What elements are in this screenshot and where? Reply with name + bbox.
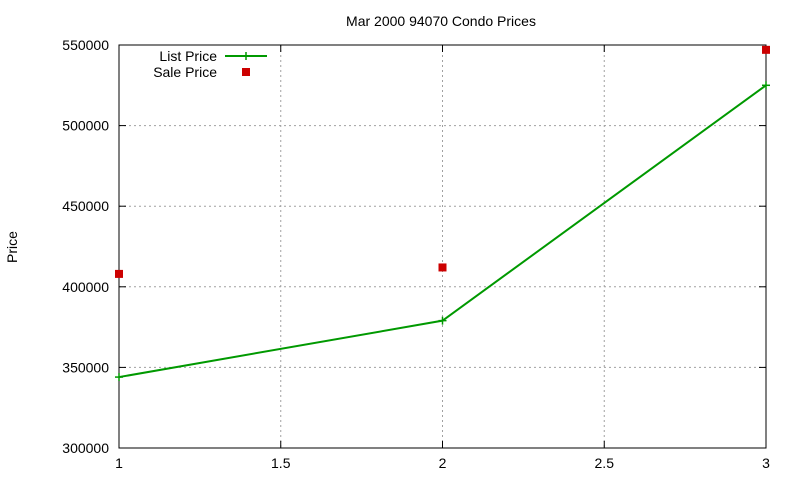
- y-tick-labels: 300000 350000 400000 450000 500000 550000: [62, 37, 109, 456]
- legend-label-list-price: List Price: [159, 48, 217, 64]
- list-price-point: [762, 81, 770, 90]
- y-tick-label: 500000: [62, 118, 109, 134]
- sale-price-point: [438, 263, 447, 272]
- x-tick-labels: 1 1.5 2 2.5 3: [115, 455, 770, 471]
- grid-lines: [119, 45, 766, 448]
- y-tick-label: 300000: [62, 440, 109, 456]
- y-tick-label: 350000: [62, 359, 109, 375]
- y-tick-label: 450000: [62, 198, 109, 214]
- legend-marker-sale-price: [242, 68, 250, 76]
- y-tick-label: 400000: [62, 279, 109, 295]
- x-tick-label: 1: [115, 455, 123, 471]
- chart-title: Mar 2000 94070 Condo Prices: [346, 13, 536, 29]
- legend-marker-list-price: [242, 52, 250, 60]
- list-price-point: [438, 316, 447, 325]
- y-axis-label: Price: [4, 231, 20, 263]
- x-tick-label: 2.5: [595, 455, 615, 471]
- list-price-point: [115, 373, 123, 382]
- sale-price-point: [115, 269, 123, 278]
- sale-price-point: [762, 45, 770, 54]
- x-tick-label: 3: [762, 455, 770, 471]
- x-tick-label: 2: [439, 455, 447, 471]
- series-layer: [115, 45, 770, 382]
- x-tick-label: 1.5: [271, 455, 291, 471]
- y-tick-label: 550000: [62, 37, 109, 53]
- legend-label-sale-price: Sale Price: [153, 64, 217, 80]
